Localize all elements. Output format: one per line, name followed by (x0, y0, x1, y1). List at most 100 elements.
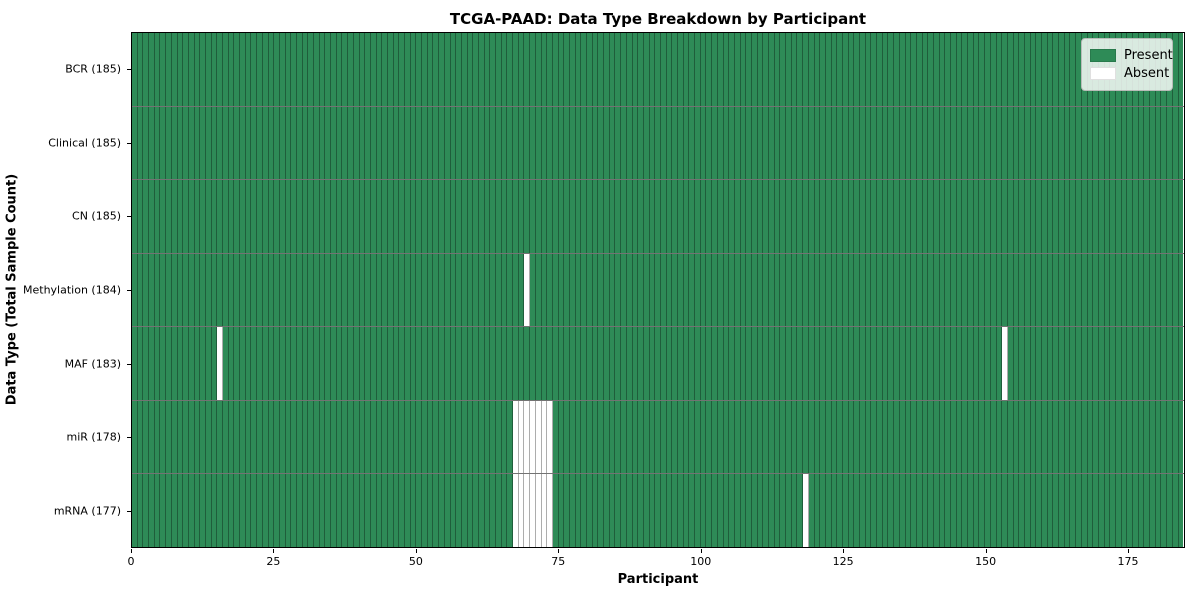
heatmap-cell-present (183, 33, 189, 106)
heatmap-cell-present (444, 253, 451, 327)
heatmap-cell-present (803, 253, 809, 327)
heatmap-cell-present (353, 327, 360, 400)
heatmap-cell-present (143, 400, 150, 474)
heatmap-cell-present (678, 33, 684, 106)
heatmap-cell-present (598, 33, 605, 106)
heatmap-cell-present (786, 400, 792, 474)
heatmap-cell-present (712, 400, 718, 474)
heatmap-cell-present (837, 180, 843, 253)
heatmap-cell-present (262, 106, 269, 180)
heatmap-cell-present (564, 253, 570, 327)
heatmap-cell-present (296, 474, 303, 548)
heatmap-cell-present (979, 400, 986, 474)
heatmap-cell-present (780, 33, 787, 106)
heatmap-cell-present (638, 253, 644, 327)
heatmap-cell-present (382, 180, 388, 253)
heatmap-cell-present (1013, 33, 1020, 106)
heatmap-cell-present (1059, 253, 1065, 327)
heatmap-cell-present (518, 33, 525, 106)
heatmap-cell-present (780, 180, 787, 253)
heatmap-cell-present (814, 106, 821, 180)
heatmap-cell-present (223, 400, 229, 474)
heatmap-cell-present (985, 327, 991, 400)
heatmap-cell-present (205, 327, 212, 400)
heatmap-cell-present (564, 327, 570, 400)
heatmap-cell-present (939, 400, 946, 474)
heatmap-cell-present (319, 106, 326, 180)
row-label-cn: CN (185) (72, 209, 121, 223)
heatmap-cell-present (922, 327, 929, 400)
heatmap-cell-present (1155, 474, 1162, 548)
heatmap-cell-present (791, 400, 798, 474)
heatmap-cell-present (695, 106, 701, 180)
heatmap-cell-present (939, 327, 946, 400)
heatmap-cell-present (530, 253, 536, 327)
heatmap-cell-present (592, 400, 599, 474)
heatmap-cell-present (1104, 327, 1111, 400)
heatmap-cell-present (251, 106, 258, 180)
heatmap-cell-present (1172, 33, 1179, 106)
heatmap-cell-present (706, 400, 713, 474)
heatmap-cell-present (820, 474, 826, 548)
heatmap-cell-present (831, 33, 838, 106)
heatmap-cell-absent (524, 400, 531, 474)
heatmap-cell-present (882, 474, 889, 548)
heatmap-cell-present (376, 106, 383, 180)
heatmap-cell-present (712, 33, 718, 106)
heatmap-cell-present (217, 474, 223, 548)
heatmap-cell-present (649, 253, 656, 327)
heatmap-cell-present (564, 400, 570, 474)
heatmap-cell-present (1013, 327, 1020, 400)
heatmap-cell-present (666, 253, 673, 327)
heatmap-cell-present (1133, 400, 1139, 474)
heatmap-cell-present (325, 327, 332, 400)
x-tick-mark (1128, 549, 1130, 553)
heatmap-cell-present (439, 180, 445, 253)
heatmap-cell-present (530, 180, 536, 253)
heatmap-cell-present (814, 33, 821, 106)
heatmap-cell-present (780, 253, 787, 327)
heatmap-cell-present (1161, 180, 1168, 253)
heatmap-cell-present (814, 180, 821, 253)
heatmap-cell-present (916, 33, 923, 106)
heatmap-row-maf (132, 327, 1184, 401)
heatmap-cell-present (1178, 180, 1184, 253)
heatmap-cell-present (234, 33, 241, 106)
heatmap-cell-present (1036, 33, 1042, 106)
heatmap-cell-present (848, 106, 855, 180)
heatmap-cell-present (848, 180, 855, 253)
heatmap-cell-present (808, 33, 815, 106)
heatmap-cell-present (1155, 180, 1162, 253)
heatmap-cell-present (132, 180, 138, 253)
heatmap-cell-present (410, 253, 417, 327)
heatmap-cell-present (177, 180, 184, 253)
heatmap-cell-present (132, 33, 138, 106)
heatmap-cell-present (223, 253, 229, 327)
heatmap-cell-present (678, 180, 684, 253)
heatmap-cell-present (217, 180, 223, 253)
heatmap-cell-present (393, 400, 400, 474)
heatmap-cell-present (450, 106, 457, 180)
heatmap-cell-present (831, 327, 838, 400)
heatmap-cell-present (672, 400, 678, 474)
heatmap-cell-present (592, 474, 599, 548)
heatmap-cell-present (609, 400, 616, 474)
heatmap-cell-present (552, 106, 559, 180)
heatmap-cell-present (223, 474, 229, 548)
heatmap-cell-absent (547, 400, 553, 474)
heatmap-cell-present (399, 327, 405, 400)
heatmap-cell-present (575, 400, 582, 474)
heatmap-cell-present (877, 327, 883, 400)
heatmap-cell-present (564, 474, 570, 548)
heatmap-cell-present (245, 474, 252, 548)
heatmap-cell-present (194, 180, 201, 253)
x-tick-mark (415, 549, 417, 553)
heatmap-cell-present (962, 106, 969, 180)
heatmap-cell-present (820, 33, 826, 106)
heatmap-cell-present (427, 106, 434, 180)
heatmap-cell-present (678, 327, 684, 400)
heatmap-cell-present (973, 474, 980, 548)
heatmap-cell-present (973, 327, 980, 400)
heatmap-cell-present (370, 106, 377, 180)
heatmap-cell-present (632, 400, 639, 474)
